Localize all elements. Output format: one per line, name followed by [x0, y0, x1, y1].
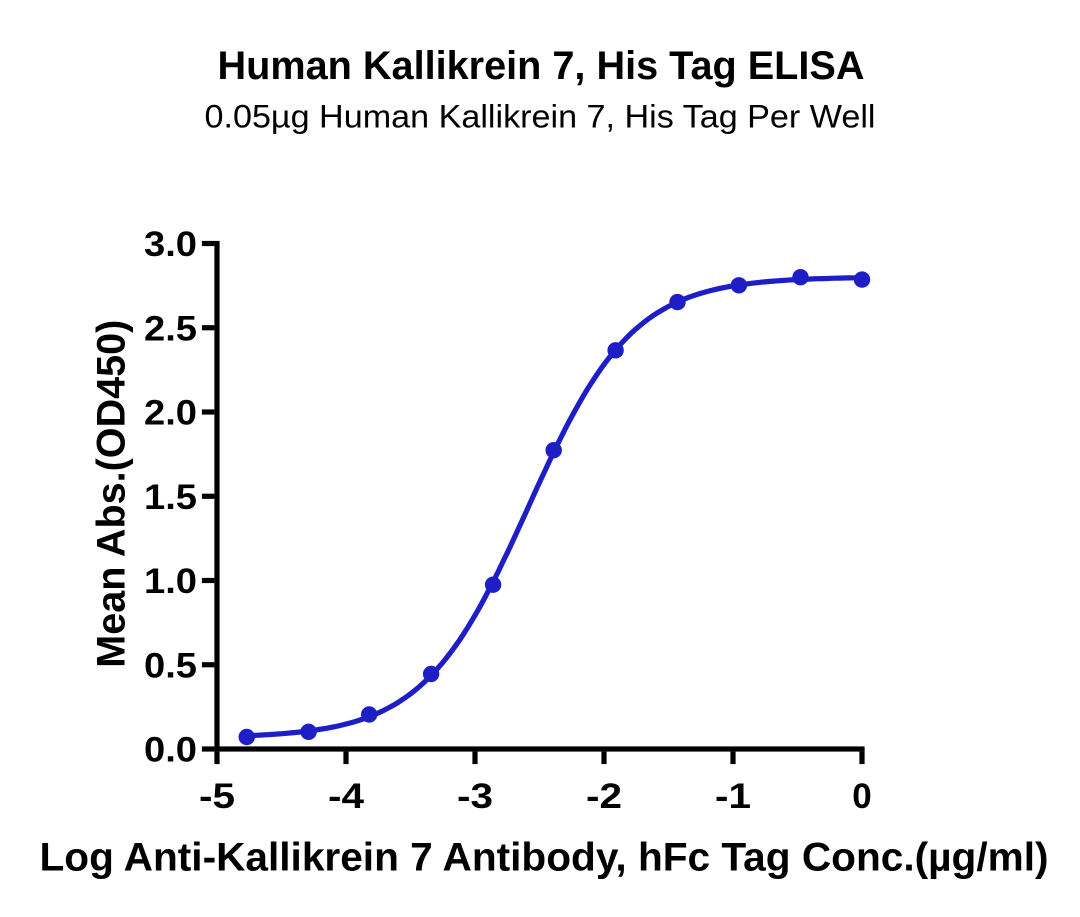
- svg-text:-3: -3: [457, 777, 493, 816]
- svg-text:1.0: 1.0: [144, 562, 197, 601]
- svg-text:0.05µg Human Kallikrein 7, His: 0.05µg Human Kallikrein 7, His Tag Per W…: [205, 99, 876, 135]
- svg-text:-1: -1: [715, 777, 751, 816]
- svg-text:2.0: 2.0: [144, 394, 197, 433]
- svg-text:0.0: 0.0: [144, 731, 197, 770]
- svg-text:-5: -5: [199, 777, 235, 816]
- svg-text:Log Anti-Kallikrein 7 Antibody: Log Anti-Kallikrein 7 Antibody, hFc Tag …: [40, 836, 1049, 880]
- svg-text:0: 0: [852, 777, 871, 816]
- svg-text:0.5: 0.5: [144, 646, 197, 685]
- svg-text:1.5: 1.5: [144, 478, 197, 517]
- svg-text:-4: -4: [328, 777, 365, 816]
- svg-text:Human Kallikrein 7, His Tag EL: Human Kallikrein 7, His Tag ELISA: [218, 44, 865, 88]
- svg-text:3.0: 3.0: [144, 225, 197, 264]
- svg-text:2.5: 2.5: [144, 309, 197, 348]
- svg-text:-2: -2: [586, 777, 622, 816]
- svg-text:Mean Abs.(OD450): Mean Abs.(OD450): [90, 320, 134, 668]
